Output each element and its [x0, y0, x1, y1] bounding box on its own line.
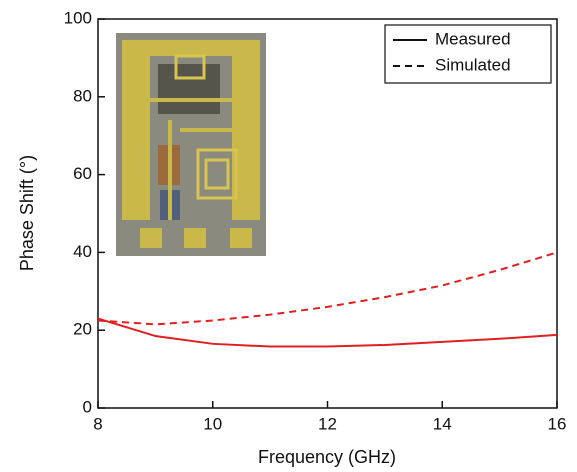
x-axis-label: Frequency (GHz) [258, 447, 396, 467]
chip-inset [116, 33, 266, 256]
legend-box [384, 24, 552, 84]
series-line [97, 251, 558, 326]
legend-label: Measured [435, 29, 511, 48]
x-tick-label: 8 [93, 414, 102, 433]
y-tick-label: 40 [73, 242, 92, 261]
x-tick-label: 16 [548, 414, 567, 433]
x-tick-label: 12 [318, 414, 337, 433]
y-tick-label: 20 [73, 320, 92, 339]
y-axis-label: Phase Shift (°) [17, 155, 37, 271]
y-tick-label: 100 [64, 8, 92, 27]
x-tick-label: 10 [203, 414, 222, 433]
legend-label: Simulated [435, 55, 511, 74]
series-line [97, 317, 558, 348]
y-tick-label: 60 [73, 164, 92, 183]
y-tick-label: 0 [83, 397, 92, 416]
x-tick-label: 14 [433, 414, 452, 433]
y-tick-label: 80 [73, 86, 92, 105]
